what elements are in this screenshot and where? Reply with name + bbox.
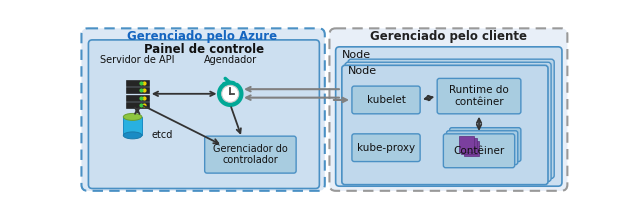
FancyBboxPatch shape <box>443 134 515 168</box>
Bar <box>125 95 149 101</box>
FancyBboxPatch shape <box>352 86 420 114</box>
Text: kube-proxy: kube-proxy <box>357 143 415 153</box>
Text: kubelet: kubelet <box>367 95 406 105</box>
Text: Gerenciado pelo Azure: Gerenciado pelo Azure <box>127 30 277 43</box>
Bar <box>461 138 477 154</box>
Text: Painel de controle: Painel de controle <box>144 43 264 56</box>
Text: Node: Node <box>342 50 371 60</box>
FancyBboxPatch shape <box>446 131 518 165</box>
FancyBboxPatch shape <box>89 40 320 189</box>
Text: Contêiner: Contêiner <box>453 146 505 156</box>
Text: Gerenciado pelo cliente: Gerenciado pelo cliente <box>370 30 527 43</box>
FancyBboxPatch shape <box>348 59 555 179</box>
FancyBboxPatch shape <box>335 47 562 186</box>
Bar <box>125 80 149 86</box>
FancyBboxPatch shape <box>329 28 567 191</box>
FancyBboxPatch shape <box>342 65 548 185</box>
FancyBboxPatch shape <box>82 28 325 191</box>
Bar <box>125 87 149 93</box>
Text: etcd: etcd <box>151 130 173 140</box>
Text: Node: Node <box>348 66 377 76</box>
Text: Runtime do
contêiner: Runtime do contêiner <box>449 85 509 107</box>
FancyBboxPatch shape <box>204 136 296 173</box>
FancyBboxPatch shape <box>449 128 521 162</box>
FancyBboxPatch shape <box>352 134 420 162</box>
Text: Gerenciador do
controlador: Gerenciador do controlador <box>213 144 288 165</box>
Ellipse shape <box>123 113 142 120</box>
Bar <box>123 117 142 135</box>
Text: Agendador: Agendador <box>204 55 257 65</box>
Bar <box>463 141 479 156</box>
FancyBboxPatch shape <box>345 62 551 182</box>
Bar <box>125 102 149 108</box>
Bar <box>459 136 474 151</box>
Ellipse shape <box>123 132 142 139</box>
Circle shape <box>222 85 239 102</box>
FancyBboxPatch shape <box>437 78 521 114</box>
Text: Servidor de API: Servidor de API <box>100 55 175 65</box>
